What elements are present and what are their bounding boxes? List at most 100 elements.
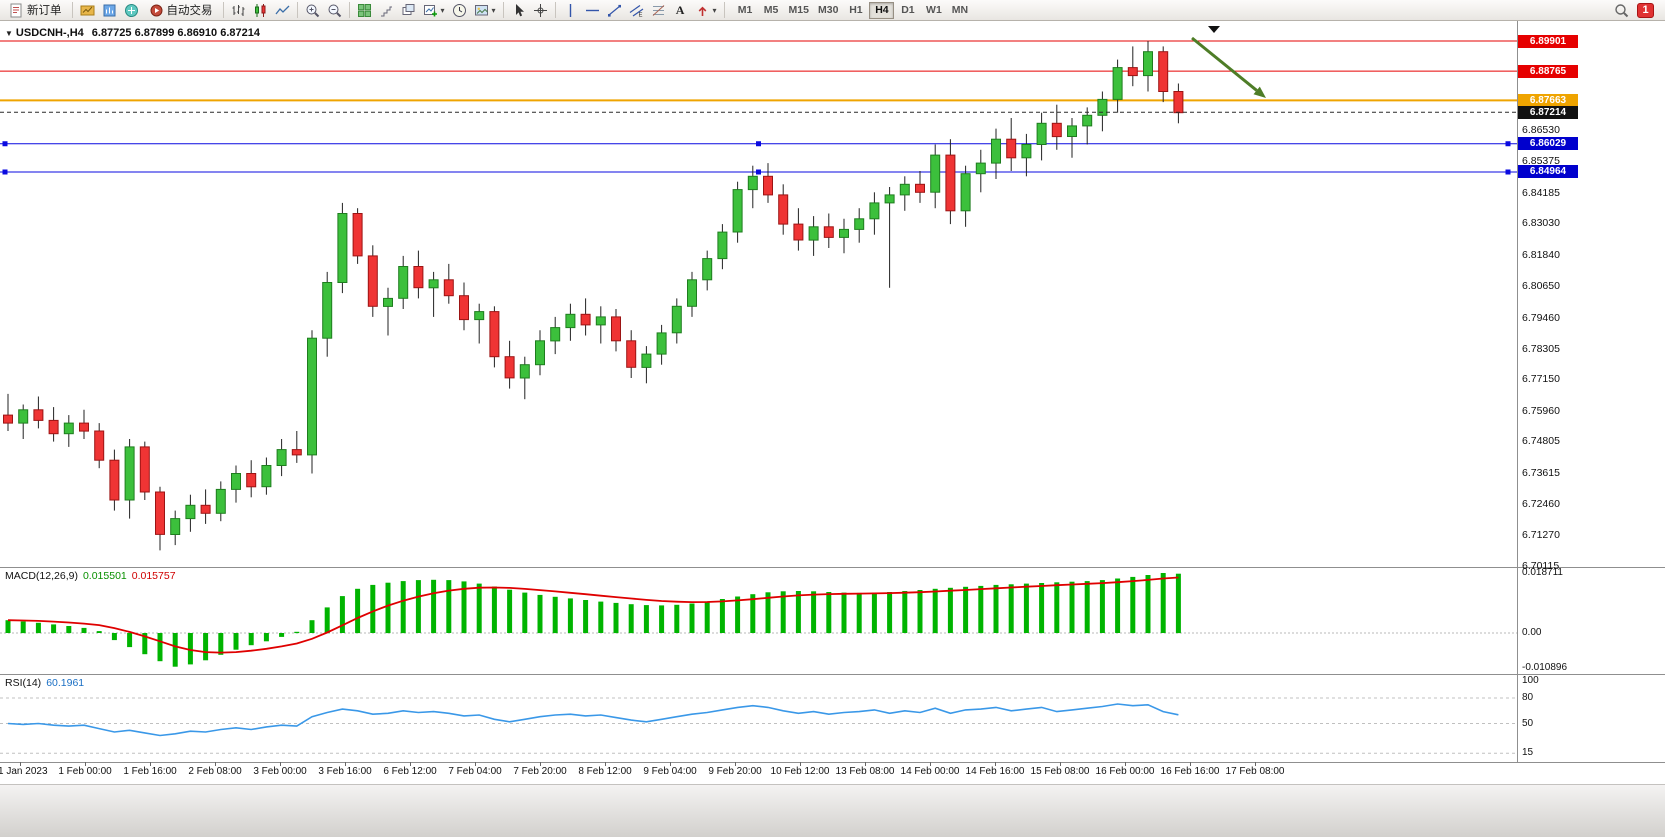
zoom-out-button[interactable] [324, 1, 345, 20]
time-axis-label: 31 Jan 2023 [0, 766, 48, 777]
horizontal-line-button[interactable] [582, 1, 603, 20]
new-order-button[interactable]: 新订单 [3, 1, 68, 20]
price-tick-label: 6.74805 [1522, 435, 1560, 447]
price-line-label[interactable]: 6.86029 [1518, 137, 1578, 150]
crosshair-icon [533, 3, 547, 17]
charts-profile-icon [80, 5, 94, 15]
cursor-button[interactable] [508, 1, 529, 20]
timeframe-w1[interactable]: W1 [921, 2, 946, 19]
timeframe-mn[interactable]: MN [947, 2, 972, 19]
macd-name: MACD(12,26,9) [5, 570, 78, 582]
time-axis-label: 16 Feb 16:00 [1160, 766, 1220, 777]
vertical-line-button[interactable] [560, 1, 581, 20]
market-watch-button[interactable] [99, 1, 120, 20]
templates-button[interactable]: ▾ [471, 1, 499, 20]
toolbar-separator [296, 2, 298, 18]
macd-signal-value: 0.015757 [131, 570, 176, 582]
vertical-line-icon [569, 3, 571, 17]
trendline-button[interactable] [604, 1, 625, 20]
timeframe-m15[interactable]: M15 [785, 2, 813, 19]
candlesticks [3, 41, 1184, 551]
line-handle[interactable] [1505, 141, 1511, 147]
timeframe-d1[interactable]: D1 [895, 2, 920, 19]
object-anchor-marker[interactable] [1208, 26, 1220, 33]
price-tick-label: 6.72460 [1522, 498, 1560, 510]
price-line-label[interactable]: 6.84964 [1518, 165, 1578, 178]
search-button[interactable] [1611, 1, 1632, 20]
time-axis-label: 1 Feb 00:00 [58, 766, 112, 777]
new-chart-button[interactable]: ▾ [420, 1, 448, 20]
panel-separator[interactable] [0, 674, 1665, 675]
text-tool-button[interactable]: A [670, 1, 691, 20]
time-axis-label: 2 Feb 08:00 [188, 766, 242, 777]
fibonacci-button[interactable] [648, 1, 669, 20]
line-handle[interactable] [1505, 169, 1511, 175]
price-line-label[interactable]: 6.89901 [1518, 35, 1578, 48]
line-handle[interactable] [756, 169, 761, 175]
price-line-label[interactable]: 6.87663 [1518, 94, 1578, 107]
timeframe-h4[interactable]: H4 [869, 1, 895, 19]
period-clock-button[interactable] [449, 1, 470, 20]
macd-signal-line [7, 576, 1179, 654]
macd-panel-canvas[interactable] [0, 568, 1517, 673]
time-tick [735, 762, 736, 766]
market-watch-icon [103, 4, 115, 16]
macd-histogram [5, 573, 1181, 667]
line-handle[interactable] [756, 141, 761, 147]
time-tick [800, 762, 801, 766]
autotrade-button[interactable]: 自动交易 [143, 1, 219, 20]
zoom-in-icon [306, 4, 319, 17]
price-lines [0, 40, 1517, 173]
rsi-label: RSI(14) 60.1961 [5, 677, 84, 689]
price-tick-label: 6.81840 [1522, 249, 1560, 261]
line-chart-button[interactable] [272, 1, 293, 20]
cascade-windows-icon [402, 3, 414, 15]
charts-profile-button[interactable] [77, 1, 98, 20]
time-tick [85, 762, 86, 766]
time-tick [995, 762, 996, 766]
equidistant-channel-icon: E [629, 4, 643, 18]
timeframe-m30[interactable]: M30 [814, 2, 842, 19]
time-tick [215, 762, 216, 766]
time-tick [345, 762, 346, 766]
crosshair-button[interactable] [530, 1, 551, 20]
notification-badge[interactable]: 1 [1637, 2, 1654, 18]
dropdown-arrow-icon: ▾ [712, 5, 717, 15]
time-axis[interactable] [0, 763, 1665, 784]
time-axis-label: 3 Feb 00:00 [253, 766, 307, 777]
new-order-icon [10, 3, 22, 17]
line-handle[interactable] [2, 141, 8, 147]
macd-main-value: 0.015501 [82, 570, 127, 582]
rsi-tick-label: 80 [1522, 692, 1534, 703]
main-chart-canvas[interactable] [0, 24, 1517, 567]
arrows-tool-button[interactable]: ▾ [692, 1, 720, 20]
candlestick-chart-button[interactable] [250, 1, 271, 20]
zoom-in-button[interactable] [302, 1, 323, 20]
time-axis-label: 14 Feb 16:00 [965, 766, 1025, 777]
trend-arrow-annotation[interactable] [1191, 36, 1266, 98]
auto-arrange-button[interactable] [376, 1, 397, 20]
channel-button[interactable]: E [626, 1, 647, 20]
timeframe-m5[interactable]: M5 [759, 2, 784, 19]
price-tick-label: 6.84185 [1522, 187, 1560, 199]
tile-windows-button[interactable] [354, 1, 375, 20]
trendline-icon [607, 4, 621, 17]
time-tick [605, 762, 606, 766]
timeframe-h1[interactable]: H1 [843, 2, 868, 19]
navigator-button[interactable] [121, 1, 142, 20]
price-tick-label: 6.85375 [1522, 155, 1560, 167]
cascade-windows-button[interactable] [398, 1, 419, 20]
rsi-panel-canvas[interactable] [0, 675, 1517, 761]
bar-chart-button[interactable] [228, 1, 249, 20]
line-handle[interactable] [2, 169, 8, 175]
time-tick [280, 762, 281, 766]
time-tick [865, 762, 866, 766]
fibonacci-icon [652, 4, 664, 16]
toolbar-separator [554, 2, 556, 18]
price-line-label[interactable]: 6.87214 [1518, 106, 1578, 119]
price-line-label[interactable]: 6.88765 [1518, 65, 1578, 78]
macd-tick-label: -0.010896 [1522, 662, 1568, 673]
timeframe-m1[interactable]: M1 [733, 2, 758, 19]
panel-separator[interactable] [0, 567, 1665, 568]
chart-collapse-icon[interactable]: ▼ [5, 29, 13, 38]
